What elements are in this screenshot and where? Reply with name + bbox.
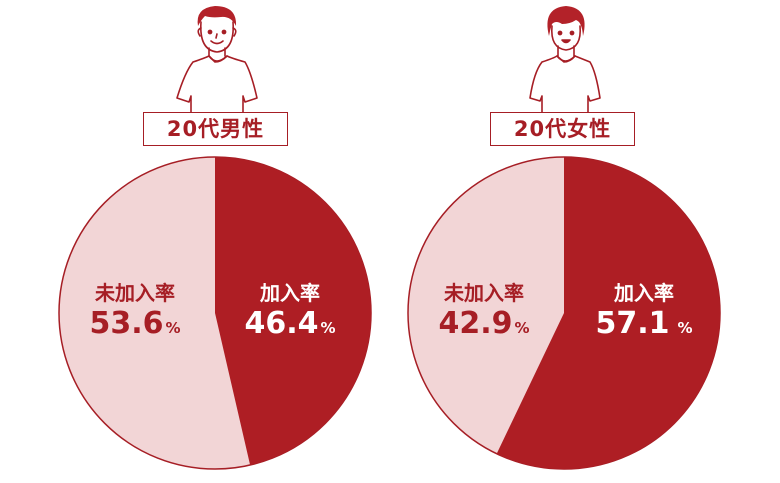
- female-person-icon: [529, 6, 601, 116]
- group-label-female: 20代女性: [490, 112, 635, 146]
- slice-joined-male: [215, 157, 372, 465]
- label-not-joined-male: 未加入率 53.6%: [89, 281, 181, 341]
- label-not-joined-female: 未加入率 42.9%: [438, 281, 530, 341]
- label-joined-female: 加入率 57.1%: [595, 281, 693, 341]
- panel-female: 20代女性 未加入率 42.9% 加入率 57.1%: [394, 0, 734, 483]
- slice-joined-female: [496, 156, 721, 469]
- group-label-male: 20代男性: [143, 112, 288, 146]
- pie-chart-male: [58, 156, 372, 470]
- panel-male: 20代男性 未加入率 53.6% 加入率 46.4%: [45, 0, 385, 483]
- male-person-icon: [176, 6, 258, 116]
- label-joined-male: 加入率 46.4%: [244, 281, 336, 341]
- pie-chart-female: [407, 156, 721, 470]
